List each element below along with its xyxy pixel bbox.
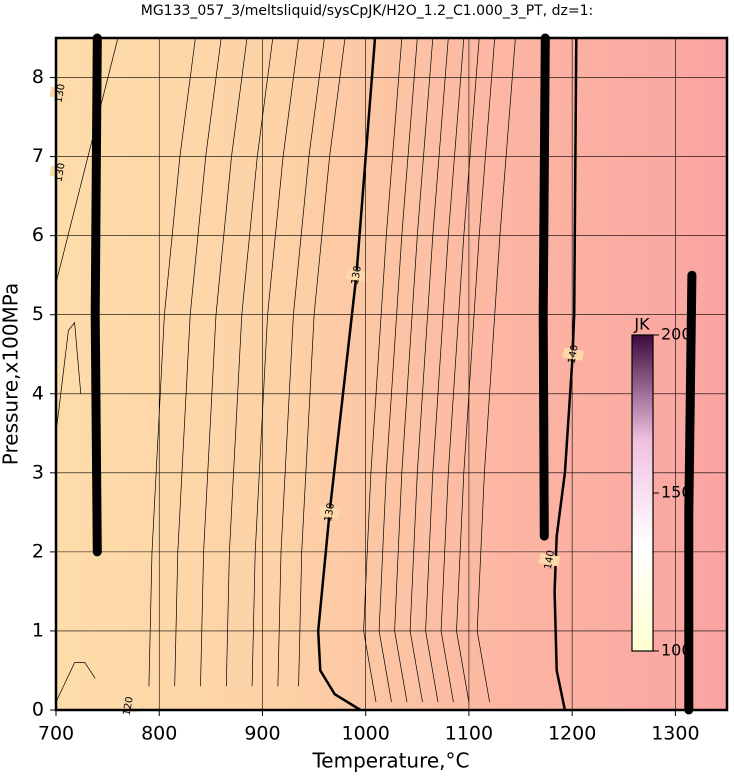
x-tick-label: 1100 <box>445 723 493 745</box>
x-tick-label: 1200 <box>548 723 596 745</box>
x-tick-label: 1000 <box>342 723 390 745</box>
y-tick-label: 5 <box>32 303 44 325</box>
x-tick-label: 1300 <box>651 723 699 745</box>
contour-label-bg <box>538 553 561 567</box>
contour-band <box>538 33 550 541</box>
y-tick-label: 4 <box>32 382 44 404</box>
x-tick-label: 700 <box>38 723 74 745</box>
colorbar-tick-label: 200 <box>661 325 692 344</box>
colorbar-tick-label: 150 <box>661 483 692 502</box>
plot-frame <box>54 36 729 712</box>
contour-label: 130 <box>350 265 364 286</box>
contour-label: 140 <box>567 344 581 365</box>
contour-label-bg <box>562 347 584 361</box>
colorbar <box>631 334 654 652</box>
contour-line <box>553 37 578 711</box>
y-axis-label: Pressure,x100MPa <box>0 283 23 465</box>
colorbar-tick-label: 100 <box>661 641 692 660</box>
y-tick-label: 1 <box>32 619 44 641</box>
y-tick-label: 3 <box>32 461 44 483</box>
contour-label: 140 <box>543 550 557 571</box>
y-tick-label: 7 <box>32 145 44 167</box>
contour-line <box>55 321 82 434</box>
y-tick-label: 0 <box>32 699 44 721</box>
colorbar-label: JK <box>633 315 650 334</box>
contour-label: 120 <box>122 696 136 717</box>
y-tick-label: 6 <box>32 224 44 246</box>
y-tick-label: 8 <box>32 66 44 88</box>
x-tick-label: 900 <box>244 723 280 745</box>
contour-line <box>55 662 96 703</box>
contour-label-bg <box>318 505 341 520</box>
chart-title: MG133_057_3/meltsliquid/sysCpJK/H2O_1.2_… <box>141 3 593 19</box>
contour-line <box>55 37 119 284</box>
y-tick-label: 2 <box>32 540 44 562</box>
contour-label-bg <box>345 268 368 282</box>
contour-band <box>684 270 697 715</box>
contour-label: 130 <box>323 502 337 523</box>
x-axis-label: Temperature,°C <box>311 749 469 773</box>
contour-band <box>90 33 102 557</box>
plot-background <box>56 38 727 710</box>
x-tick-label: 800 <box>141 723 177 745</box>
